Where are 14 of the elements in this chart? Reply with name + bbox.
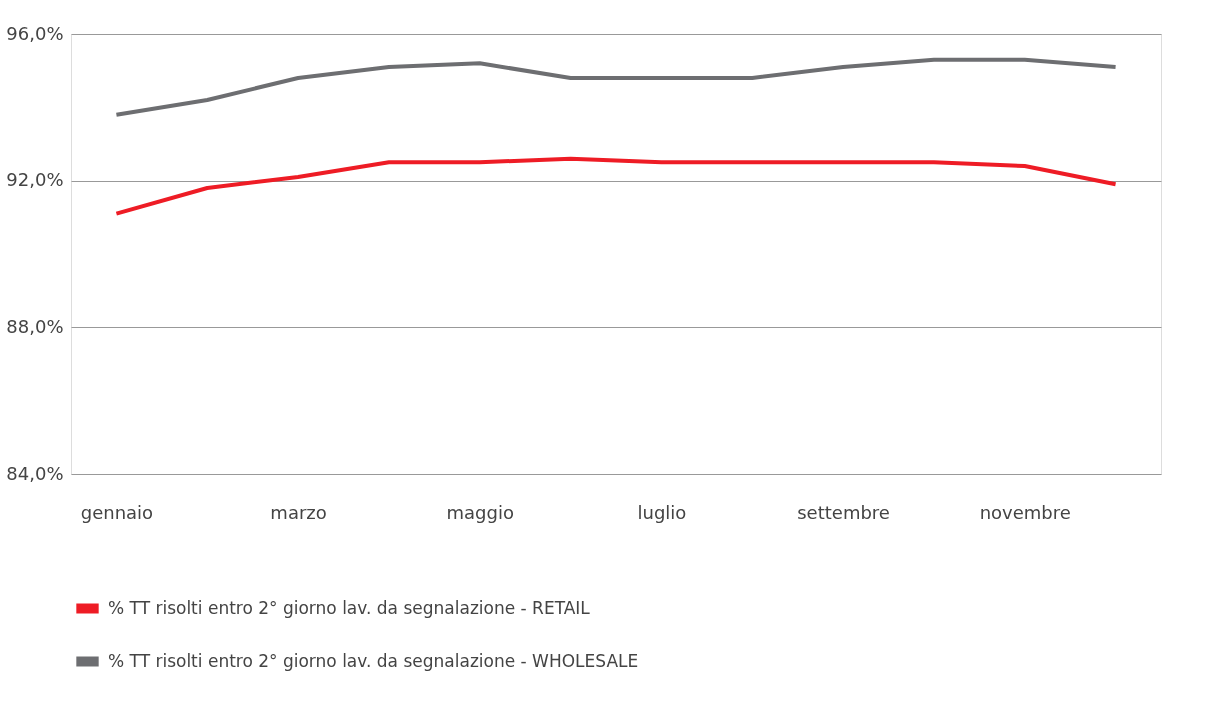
x-tick-label: gennaio <box>80 501 154 523</box>
x-tick-label: settembre <box>797 501 890 523</box>
x-tick-label: novembre <box>979 501 1071 523</box>
line-series <box>114 156 1118 216</box>
x-tick-label: maggio <box>446 501 514 523</box>
legend-label: % TT risolti entro 2° giorno lav. da segnalazione - WHOLESALE <box>108 650 639 671</box>
y-tick-label: 96,0% <box>6 22 64 44</box>
line-series <box>114 57 1118 117</box>
y-tick-label: 84,0% <box>6 462 64 484</box>
y-tick-label: 88,0% <box>6 315 64 337</box>
legend-label: % TT risolti entro 2° giorno lav. da segnalazione - RETAIL <box>108 597 591 618</box>
x-tick-label: marzo <box>270 501 327 523</box>
y-tick-label: 92,0% <box>6 169 64 191</box>
x-tick-label: luglio <box>637 501 687 523</box>
